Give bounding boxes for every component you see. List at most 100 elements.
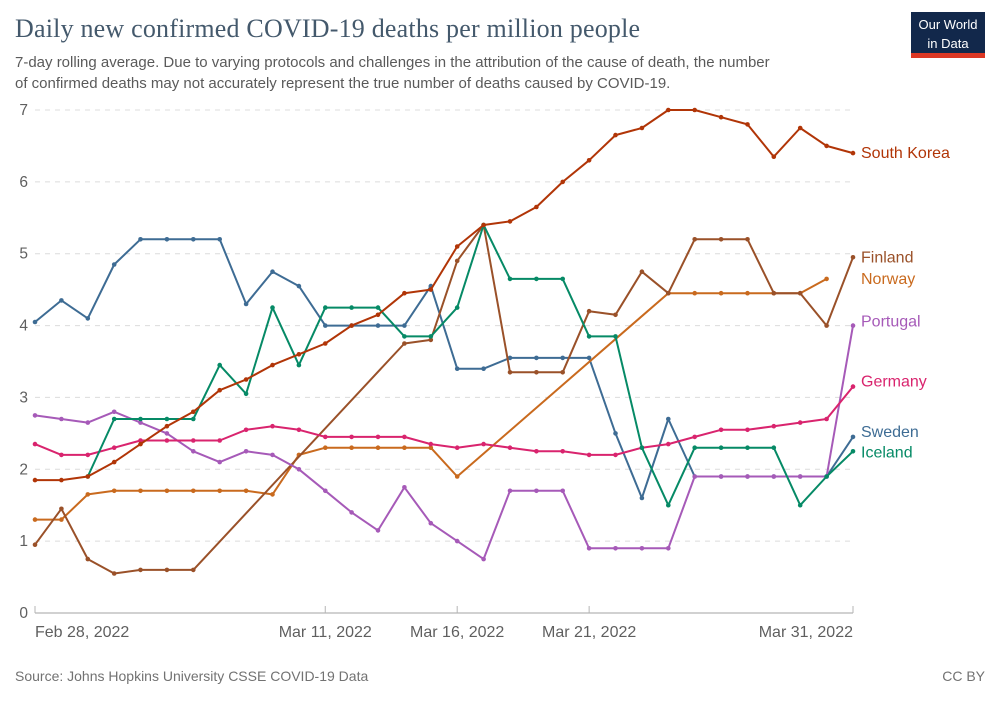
data-point[interactable] [243,377,249,382]
series-germany[interactable] [32,384,856,458]
data-point[interactable] [217,387,222,393]
data-point[interactable] [639,546,645,551]
data-point[interactable] [59,298,64,303]
data-point[interactable] [639,269,645,275]
series-line-germany[interactable] [34,385,854,456]
data-point[interactable] [560,370,565,375]
data-point[interactable] [323,341,328,346]
data-point[interactable] [296,362,302,368]
data-point[interactable] [666,441,671,447]
data-point[interactable] [32,517,38,522]
data-point[interactable] [797,502,803,508]
data-point[interactable] [296,283,302,289]
data-point[interactable] [323,323,328,328]
data-point[interactable] [797,474,803,479]
data-point[interactable] [111,571,117,576]
data-point[interactable] [613,334,618,339]
data-point[interactable] [32,413,38,418]
data-point[interactable] [586,158,592,163]
series-line-finland[interactable] [34,224,854,575]
data-point[interactable] [191,416,196,422]
data-point[interactable] [613,431,618,436]
data-point[interactable] [138,416,143,422]
data-point[interactable] [32,441,38,447]
data-point[interactable] [191,449,196,454]
data-point[interactable] [850,384,856,389]
data-point[interactable] [560,449,565,454]
data-point[interactable] [164,431,170,436]
data-point[interactable] [323,488,328,494]
series-norway[interactable] [32,276,829,522]
data-point[interactable] [745,474,750,479]
data-point[interactable] [111,262,117,267]
data-point[interactable] [454,474,460,479]
data-point[interactable] [85,420,91,425]
data-point[interactable] [243,391,249,397]
data-point[interactable] [138,488,143,494]
data-point[interactable] [32,542,38,547]
data-point[interactable] [349,510,354,515]
data-point[interactable] [639,495,645,501]
data-point[interactable] [270,269,275,275]
data-point[interactable] [745,427,750,433]
data-point[interactable] [59,477,64,483]
data-point[interactable] [32,319,38,325]
data-point[interactable] [59,416,64,422]
data-point[interactable] [217,362,222,368]
data-point[interactable] [507,488,513,494]
data-point[interactable] [217,438,222,443]
data-point[interactable] [824,416,829,422]
data-point[interactable] [85,556,91,562]
data-point[interactable] [217,237,222,242]
data-point[interactable] [243,488,249,494]
data-point[interactable] [138,567,143,573]
data-point[interactable] [270,305,275,310]
data-point[interactable] [349,305,354,310]
data-point[interactable] [560,179,565,185]
data-point[interactable] [771,290,777,296]
data-point[interactable] [402,341,407,346]
data-point[interactable] [402,434,407,440]
data-point[interactable] [428,337,434,343]
data-point[interactable] [243,301,249,307]
data-point[interactable] [507,355,513,361]
data-point[interactable] [270,423,275,429]
data-point[interactable] [402,485,407,490]
data-point[interactable] [428,445,434,451]
data-point[interactable] [850,254,856,260]
data-point[interactable] [349,445,354,451]
data-point[interactable] [560,488,565,494]
data-point[interactable] [481,556,486,562]
data-point[interactable] [323,305,328,310]
data-point[interactable] [534,204,539,210]
series-line-iceland[interactable] [86,224,854,507]
data-point[interactable] [507,370,513,375]
data-point[interactable] [428,334,434,339]
data-point[interactable] [402,323,407,328]
data-point[interactable] [191,567,196,573]
data-point[interactable] [270,452,275,458]
data-point[interactable] [745,290,750,296]
series-line-portugal[interactable] [34,324,854,561]
series-portugal[interactable] [32,323,856,562]
series-finland[interactable] [32,222,856,576]
data-point[interactable] [454,445,460,451]
data-point[interactable] [85,474,91,479]
data-point[interactable] [692,434,697,440]
data-point[interactable] [138,420,143,425]
data-point[interactable] [639,125,645,131]
series-iceland[interactable] [85,222,856,508]
data-point[interactable] [164,567,170,573]
data-point[interactable] [692,237,697,242]
data-point[interactable] [560,355,565,361]
data-point[interactable] [745,122,750,127]
data-point[interactable] [850,323,856,328]
data-point[interactable] [349,323,354,328]
data-point[interactable] [375,528,381,533]
data-point[interactable] [164,416,170,422]
data-point[interactable] [771,445,777,451]
data-point[interactable] [454,258,460,264]
data-point[interactable] [481,366,486,372]
data-point[interactable] [586,308,592,314]
data-point[interactable] [613,132,618,138]
